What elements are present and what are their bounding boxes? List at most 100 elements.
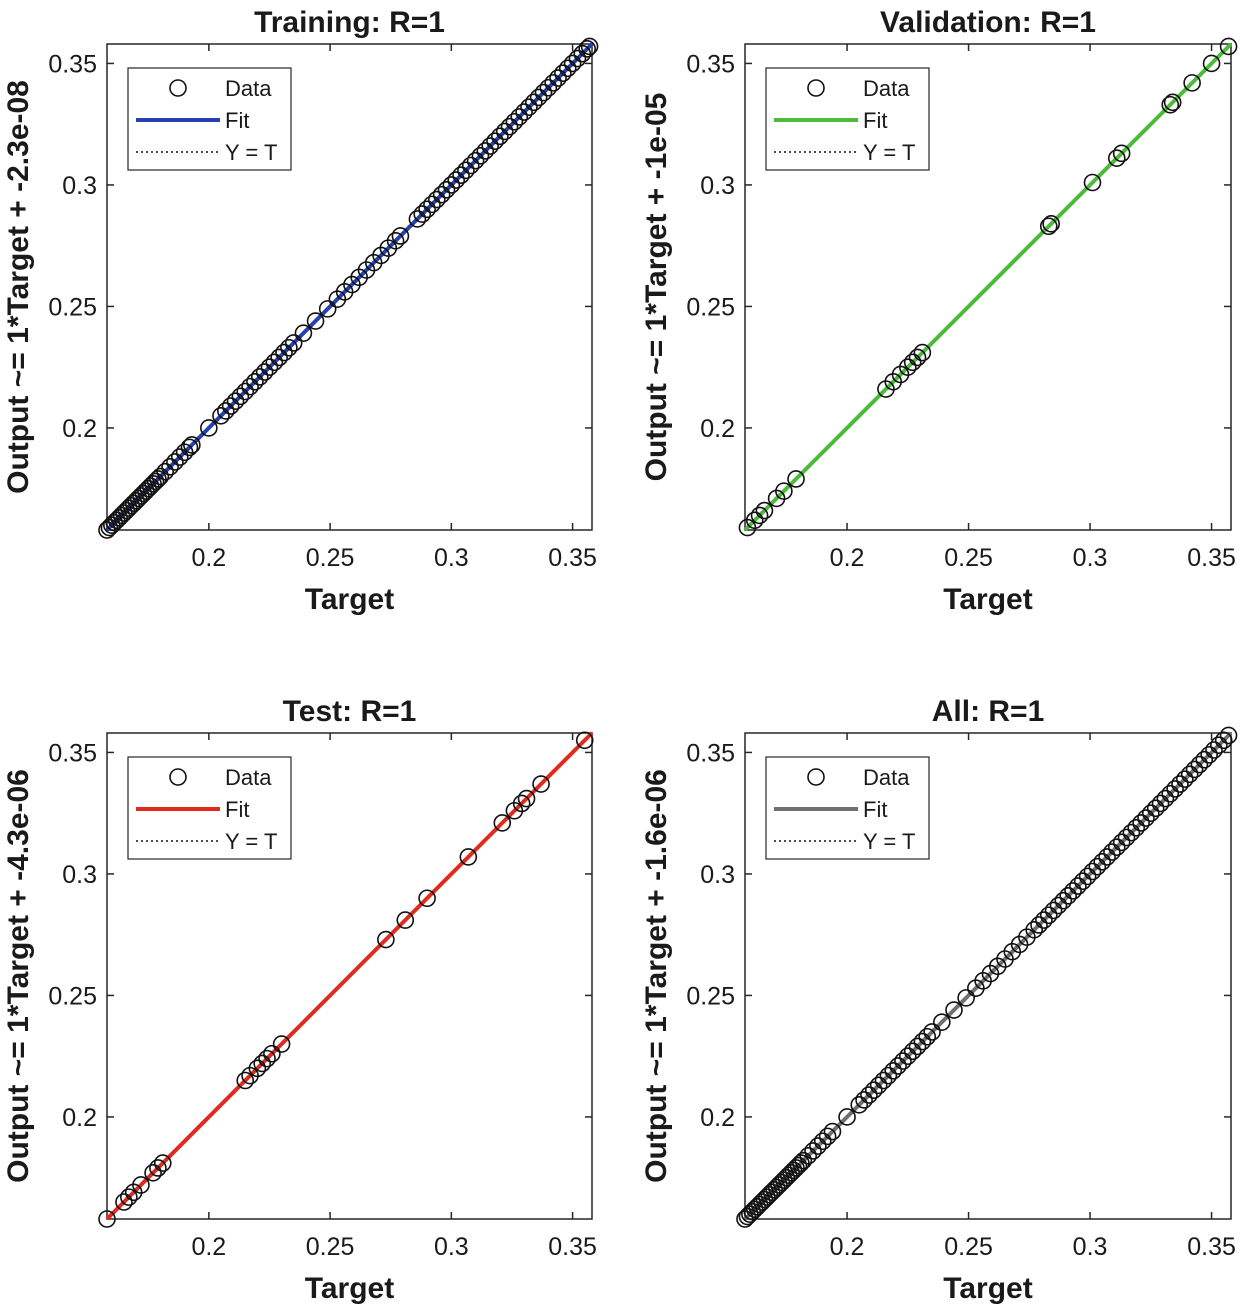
training-data-point (306, 312, 325, 330)
training-data-point (255, 363, 274, 381)
training-data-point (427, 190, 446, 209)
test-data-point (120, 1188, 138, 1206)
training-x-tick-label: 0.2 (191, 544, 226, 572)
training-data-point (447, 171, 466, 189)
all-data-point (1025, 921, 1043, 939)
training-data-point (563, 54, 582, 73)
test-x-tick-label: 0.3 (434, 1233, 469, 1261)
test-legend: Data Fit Y = T (127, 756, 292, 860)
training-data-point (408, 210, 427, 228)
all-data-point (1064, 882, 1082, 900)
test-data-point (272, 1035, 291, 1053)
test-data-point (418, 889, 436, 908)
training-data-point (170, 448, 189, 466)
test-y-axis-label: Output ~= 1*Target + -4.3e-06 (2, 769, 35, 1183)
training-data-point (505, 112, 524, 131)
training-x-tick-label: 0.25 (306, 544, 355, 572)
training-data-point (246, 372, 264, 391)
all-data-point (1054, 891, 1073, 910)
training-data-point (515, 103, 533, 121)
test-data-point (575, 731, 594, 750)
training-data-point (520, 98, 538, 116)
all-data-point (1098, 848, 1116, 866)
all-data-point (894, 1052, 912, 1070)
validation-data-point (1202, 54, 1221, 73)
all-legend-data-label: Data (863, 765, 910, 790)
validation-data-point (908, 348, 927, 367)
all-y-axis-label: Output ~= 1*Target + -1.6e-06 (640, 769, 673, 1183)
all-legend-identity-label: Y = T (863, 829, 915, 854)
validation-data-point (1219, 37, 1238, 56)
validation-x-tick-label: 0.3 (1073, 544, 1108, 572)
all-panel: 0.2 0.25 0.3 0.35 0.2 0.25 0.3 0.35 Data Fit Y = T… (640, 695, 1238, 1305)
all-data-point (794, 1151, 813, 1170)
training-data-point (183, 436, 201, 454)
all-data-point (1059, 887, 1077, 905)
all-chart-title: All: R=1 (932, 695, 1045, 728)
training-data-point (457, 161, 475, 180)
validation-data-point (787, 470, 805, 488)
all-data-point (933, 1013, 951, 1031)
training-data-point (471, 146, 490, 165)
training-data-point (318, 300, 337, 318)
training-data-point (270, 348, 288, 367)
training-data-point (221, 397, 240, 415)
training-data-point (568, 49, 587, 68)
all-legend-fit-label: Fit (863, 797, 887, 822)
validation-data-point (903, 353, 922, 372)
all-data-point (1156, 789, 1175, 808)
training-data-point (418, 200, 436, 219)
all-x-tick-label: 0.35 (1187, 1233, 1236, 1261)
all-data-point (1214, 731, 1233, 750)
training-data-point (231, 387, 250, 406)
validation-y-tick-label: 0.25 (686, 293, 735, 321)
validation-chart-title: Validation: R=1 (880, 6, 1096, 39)
training-data-point (294, 324, 313, 342)
validation-data-point (755, 501, 774, 520)
validation-data-point (1107, 149, 1126, 168)
all-data-point (1132, 814, 1150, 832)
all-data-point (1039, 906, 1058, 925)
all-data-point (1190, 755, 1209, 774)
all-data-point (923, 1023, 941, 1041)
validation-data-point (913, 343, 932, 362)
test-data-point (377, 930, 395, 949)
test-x-tick-label: 0.2 (191, 1233, 226, 1261)
all-data-point (1030, 916, 1048, 934)
test-legend-identity-label: Y = T (225, 829, 277, 854)
validation-data-point (750, 506, 769, 525)
training-x-tick-label: 0.35 (548, 544, 597, 572)
validation-legend: Data Fit Y = T (765, 67, 930, 171)
training-data-point (146, 472, 165, 491)
training-data-point (486, 132, 504, 150)
training-data-point (554, 64, 572, 82)
test-y-tick-label: 0.2 (62, 1104, 97, 1132)
all-data-point (1151, 794, 1170, 813)
all-data-point (1069, 877, 1087, 895)
training-data-point (391, 227, 410, 245)
test-data-point (532, 775, 550, 793)
training-data-point (212, 406, 230, 425)
all-data-point (789, 1156, 808, 1175)
validation-panel: 0.2 0.25 0.3 0.35 0.2 0.25 0.3 0.35 Data Fit Y = T… (640, 6, 1238, 616)
training-data-point (166, 453, 184, 471)
training-data-point (510, 108, 529, 126)
all-data-point (1049, 896, 1068, 915)
training-data-point (452, 166, 470, 185)
all-data-point (1112, 833, 1131, 852)
validation-data-point (1039, 217, 1058, 236)
validation-x-tick-label: 0.25 (944, 544, 993, 572)
training-data-point (180, 438, 199, 457)
all-data-point (908, 1037, 927, 1056)
training-data-point (437, 181, 456, 199)
all-data-point (838, 1108, 856, 1126)
test-data-point (149, 1159, 167, 1177)
training-y-tick-label: 0.35 (48, 50, 97, 78)
training-data-point (151, 467, 170, 486)
validation-x-axis-label: Target (943, 583, 1032, 616)
validation-data-point (745, 511, 764, 530)
training-data-point (156, 462, 174, 481)
test-x-axis-label: Target (305, 1272, 394, 1305)
training-data-point (539, 78, 558, 97)
training-data-point (241, 377, 259, 396)
